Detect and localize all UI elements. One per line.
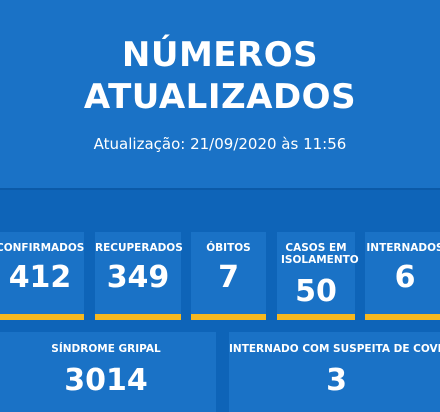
accent-bar (0, 314, 84, 320)
stat-value: 7 (218, 260, 239, 295)
stat-value: 6 (394, 260, 416, 295)
stat-value: 3014 (64, 363, 148, 398)
stat-card-sindrome-gripal: SÍNDROME GRIPAL 3014 (0, 332, 216, 412)
update-timestamp: Atualização: 21/09/2020 às 11:56 (93, 135, 347, 153)
accent-bar (191, 314, 266, 320)
stat-card-internado-suspeita: INTERNADO COM SUSPEITA DE COVID 3 (229, 332, 440, 412)
title-line-1: NÚMEROS (121, 35, 319, 75)
stat-label: CONFIRMADOS (0, 242, 85, 254)
title-line-2: ATUALIZADOS (83, 77, 357, 117)
header-banner: NÚMEROS ATUALIZADOS Atualização: 21/09/2… (0, 0, 440, 190)
stat-card-obitos: ÓBITOS 7 (191, 232, 266, 320)
stat-card-recuperados: RECUPERADOS 349 (95, 232, 183, 320)
stat-label: INTERNADOS (366, 242, 440, 254)
stat-label: CASOS EM ISOLAMENTO (281, 242, 359, 266)
stat-value: 3 (326, 363, 347, 398)
stat-value: 349 (106, 260, 170, 295)
stat-label: SÍNDROME GRIPAL (51, 343, 161, 355)
page-title: NÚMEROS ATUALIZADOS (0, 34, 440, 118)
accent-bar (365, 314, 440, 320)
stat-value: 50 (295, 274, 337, 309)
accent-bar (277, 314, 355, 320)
stat-label: RECUPERADOS (95, 242, 183, 254)
stat-label: INTERNADO COM SUSPEITA DE COVID (229, 343, 440, 355)
stat-card-isolamento: CASOS EM ISOLAMENTO 50 (277, 232, 359, 320)
stat-value: 412 (8, 260, 72, 295)
stat-label: ÓBITOS (206, 242, 251, 254)
stat-card-internados: INTERNADOS 6 (365, 232, 440, 320)
stat-card-confirmados: CONFIRMADOS 412 (0, 232, 84, 320)
accent-bar (95, 314, 181, 320)
